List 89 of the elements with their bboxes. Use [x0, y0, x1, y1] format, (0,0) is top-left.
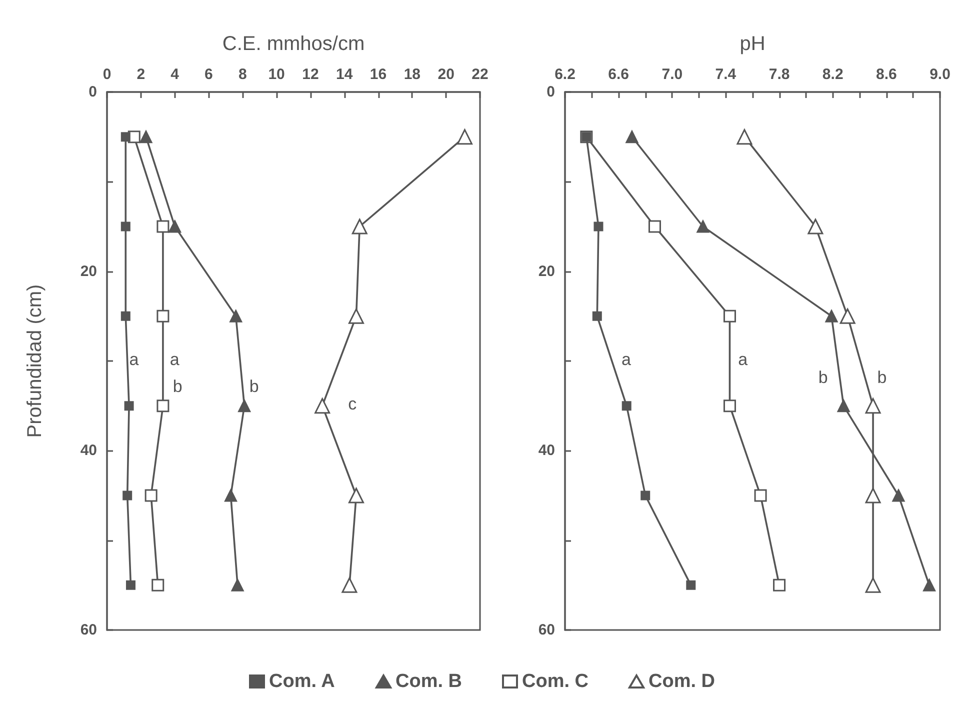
point: [456, 129, 472, 145]
x-tick-label: 14: [336, 66, 354, 83]
point: [754, 489, 767, 502]
x-tick-label: 8: [238, 66, 247, 83]
point: [156, 400, 170, 412]
y-tick-label: 20: [538, 262, 555, 280]
point: [923, 578, 936, 592]
point: [840, 308, 856, 324]
y-tick-label: 0: [546, 84, 555, 100]
point: [773, 578, 786, 592]
point: [592, 311, 602, 321]
legend-label: Com. B: [396, 671, 462, 692]
point: [238, 400, 251, 412]
x-tick-label: 4: [170, 66, 180, 83]
annotation: b: [818, 368, 828, 387]
x-tick-label: 6.6: [608, 66, 629, 83]
point: [120, 311, 130, 321]
x-tick-label: 10: [268, 66, 285, 83]
x-tick-label: 8.6: [876, 66, 897, 83]
annotation: a: [738, 350, 748, 369]
y-tick-label: 40: [80, 442, 97, 460]
point: [622, 401, 632, 411]
point: [230, 310, 242, 322]
point: [723, 310, 736, 322]
legend-label: Com. C: [522, 671, 589, 692]
x-tick-label: 18: [404, 66, 421, 83]
point: [594, 222, 604, 232]
point: [140, 130, 152, 144]
legend-label: Com. D: [648, 671, 715, 692]
point: [626, 130, 638, 144]
y-tick-label: 0: [88, 84, 97, 100]
point: [144, 489, 158, 502]
annotation: a: [622, 350, 632, 369]
point: [892, 489, 905, 502]
point: [156, 220, 170, 233]
point: [224, 489, 238, 502]
point: [865, 398, 881, 414]
y-tick-label: 40: [538, 442, 555, 460]
point: [168, 220, 182, 233]
x-tick-label: 20: [438, 66, 454, 83]
point: [648, 220, 661, 233]
y-tick-label: 20: [80, 262, 97, 280]
point: [686, 580, 696, 590]
point: [231, 578, 244, 592]
x-tick-label: 9.0: [930, 66, 950, 83]
annotation: b: [172, 376, 182, 396]
x-tick-label: 6: [204, 66, 213, 83]
point: [837, 400, 850, 412]
x-axis-title: pH: [740, 33, 766, 55]
point: [156, 310, 170, 322]
point: [808, 218, 824, 234]
y-tick-label: 60: [80, 622, 97, 638]
annotation: a: [129, 350, 140, 369]
point: [152, 578, 164, 592]
annotation: a: [170, 350, 180, 369]
x-tick-label: 7.8: [768, 66, 790, 83]
x-tick-label: 7.0: [662, 66, 683, 83]
y-tick-label: 60: [538, 622, 555, 638]
legend-label: Com. A: [269, 671, 336, 692]
x-tick-label: 2: [136, 66, 146, 83]
point: [640, 490, 650, 500]
annotation: b: [877, 368, 887, 387]
point: [865, 488, 881, 504]
point: [825, 310, 838, 322]
point: [723, 400, 736, 412]
x-axis-title: C.E. mmhos/cm: [222, 33, 365, 55]
point: [122, 490, 132, 500]
point: [348, 308, 364, 324]
point: [126, 580, 136, 590]
x-tick-label: 7.4: [715, 66, 737, 83]
x-tick-label: 0: [102, 66, 112, 83]
point: [314, 398, 330, 414]
y-axis-title: Profundidad (cm): [24, 284, 46, 438]
point: [865, 577, 881, 593]
point: [342, 577, 358, 593]
x-tick-label: 8.2: [822, 66, 844, 83]
point: [120, 132, 130, 142]
point: [120, 222, 130, 232]
point: [736, 129, 752, 145]
point: [124, 401, 134, 411]
point: [352, 218, 368, 234]
x-tick-label: 22: [472, 66, 488, 83]
x-tick-label: 16: [370, 66, 387, 83]
x-tick-label: 6.2: [554, 66, 576, 83]
point: [348, 488, 364, 504]
annotation: c: [348, 394, 358, 414]
x-tick-label: 12: [302, 66, 319, 83]
point: [696, 220, 710, 233]
annotation: b: [249, 376, 259, 396]
